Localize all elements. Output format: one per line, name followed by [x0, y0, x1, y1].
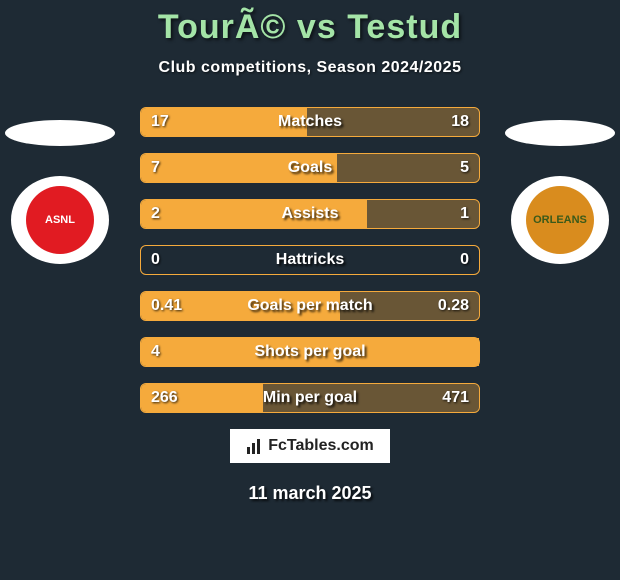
stat-row: 2 Assists 1 — [140, 199, 480, 229]
stat-label: Min per goal — [263, 389, 357, 407]
stat-label: Goals per match — [247, 297, 372, 315]
stat-label: Shots per goal — [254, 343, 365, 361]
bar-chart-icon — [246, 437, 264, 455]
page-title: TourÃ© vs Testud — [0, 0, 620, 47]
branding-box: FcTables.com — [230, 429, 390, 463]
stat-right-fill — [337, 154, 479, 182]
stat-row: 17 Matches 18 — [140, 107, 480, 137]
ellipse-shadow-left — [5, 120, 115, 146]
stat-left-value: 0.41 — [151, 297, 182, 315]
left-team-badge-inner: ASNL — [26, 186, 94, 254]
left-team-abbrev: ASNL — [45, 214, 75, 226]
right-team-badge: ORLEANS — [511, 176, 609, 264]
right-team-abbrev: ORLEANS — [533, 214, 587, 226]
left-team-badge: ASNL — [11, 176, 109, 264]
ellipse-shadow-right — [505, 120, 615, 146]
stat-right-value: 1 — [460, 205, 469, 223]
stat-left-value: 17 — [151, 113, 169, 131]
stat-left-value: 4 — [151, 343, 160, 361]
stat-left-value: 7 — [151, 159, 160, 177]
stat-right-value: 5 — [460, 159, 469, 177]
stat-label: Goals — [288, 159, 332, 177]
stats-comparison: 17 Matches 18 7 Goals 5 2 Assists 1 0 Hattricks 0 0.… — [140, 107, 480, 413]
stat-right-value: 471 — [442, 389, 469, 407]
branding-text: FcTables.com — [268, 437, 374, 455]
stat-row: 0.41 Goals per match 0.28 — [140, 291, 480, 321]
stat-row: 7 Goals 5 — [140, 153, 480, 183]
stat-label: Assists — [282, 205, 339, 223]
stat-row: 4 Shots per goal — [140, 337, 480, 367]
date-text: 11 march 2025 — [0, 483, 620, 504]
stat-label: Matches — [278, 113, 342, 131]
stat-row: 266 Min per goal 471 — [140, 383, 480, 413]
right-team-badge-inner: ORLEANS — [526, 186, 594, 254]
stat-right-value: 18 — [451, 113, 469, 131]
right-team-block: ORLEANS — [500, 120, 620, 264]
stat-row: 0 Hattricks 0 — [140, 245, 480, 275]
stat-left-value: 2 — [151, 205, 160, 223]
stat-left-value: 266 — [151, 389, 178, 407]
stat-label: Hattricks — [276, 251, 344, 269]
left-team-block: ASNL — [0, 120, 120, 264]
stat-left-value: 0 — [151, 251, 160, 269]
subtitle: Club competitions, Season 2024/2025 — [0, 59, 620, 77]
stat-right-value: 0 — [460, 251, 469, 269]
stat-right-value: 0.28 — [438, 297, 469, 315]
